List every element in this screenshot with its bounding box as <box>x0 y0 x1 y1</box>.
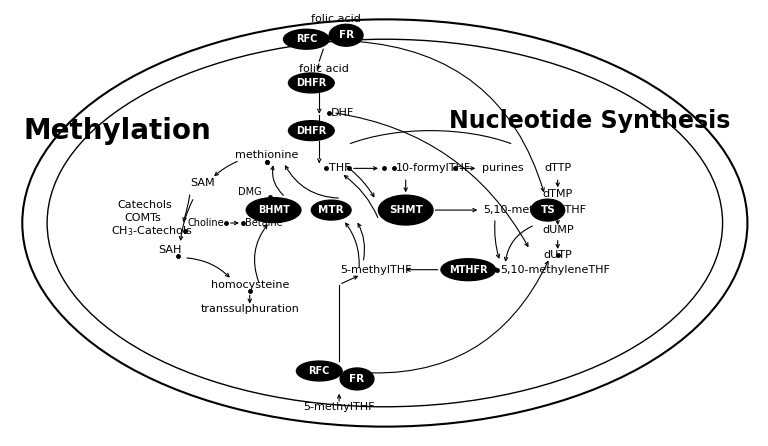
Text: Methylation: Methylation <box>24 116 211 145</box>
Text: Betaine: Betaine <box>245 218 283 228</box>
Text: FR: FR <box>349 374 365 384</box>
Text: dTTP: dTTP <box>544 163 571 173</box>
Ellipse shape <box>289 121 334 140</box>
Text: DHFR: DHFR <box>296 126 326 136</box>
Text: SHMT: SHMT <box>389 205 422 215</box>
Text: RFC: RFC <box>309 366 330 376</box>
Ellipse shape <box>247 198 301 223</box>
Ellipse shape <box>283 29 329 49</box>
Text: COMTs: COMTs <box>124 213 161 223</box>
Text: THF: THF <box>329 163 351 173</box>
Text: DHFR: DHFR <box>296 78 326 88</box>
Text: SAM: SAM <box>190 178 214 188</box>
Text: methionine: methionine <box>235 150 298 161</box>
Ellipse shape <box>531 199 564 221</box>
Ellipse shape <box>311 200 351 220</box>
Ellipse shape <box>340 368 374 390</box>
Text: DHF: DHF <box>331 108 355 118</box>
Ellipse shape <box>329 25 363 46</box>
Text: MTHFR: MTHFR <box>449 264 488 275</box>
Text: folic acid: folic acid <box>300 64 349 74</box>
Text: MTR: MTR <box>319 205 344 215</box>
Text: folic acid: folic acid <box>311 14 361 25</box>
Text: Choline: Choline <box>187 218 224 228</box>
Text: TS: TS <box>541 205 555 215</box>
Text: dUTP: dUTP <box>543 250 572 260</box>
Text: DMG: DMG <box>238 187 262 197</box>
Text: CH$_3$-Catechols: CH$_3$-Catechols <box>111 224 192 238</box>
Text: dTMP: dTMP <box>542 189 573 199</box>
Ellipse shape <box>296 361 342 381</box>
Ellipse shape <box>441 259 495 281</box>
Text: Nucleotide Synthesis: Nucleotide Synthesis <box>449 109 730 133</box>
Text: SAH: SAH <box>159 245 182 255</box>
Text: transsulphuration: transsulphuration <box>200 305 300 314</box>
Text: dUMP: dUMP <box>542 225 574 235</box>
Text: Catechols: Catechols <box>118 200 172 210</box>
Ellipse shape <box>379 195 433 225</box>
Text: 10-formylTHF: 10-formylTHF <box>396 163 471 173</box>
Text: 5,10-methenylTHF: 5,10-methenylTHF <box>483 205 586 215</box>
Text: 5-methylTHF: 5-methylTHF <box>340 264 412 275</box>
Text: FR: FR <box>339 30 354 40</box>
Text: BHMT: BHMT <box>257 205 290 215</box>
Ellipse shape <box>289 73 334 93</box>
Text: homocysteine: homocysteine <box>210 280 289 289</box>
Text: 5,10-methyleneTHF: 5,10-methyleneTHF <box>500 264 610 275</box>
Text: 5-methylTHF: 5-methylTHF <box>303 402 375 412</box>
Text: RFC: RFC <box>296 34 317 44</box>
Text: purines: purines <box>482 163 524 173</box>
